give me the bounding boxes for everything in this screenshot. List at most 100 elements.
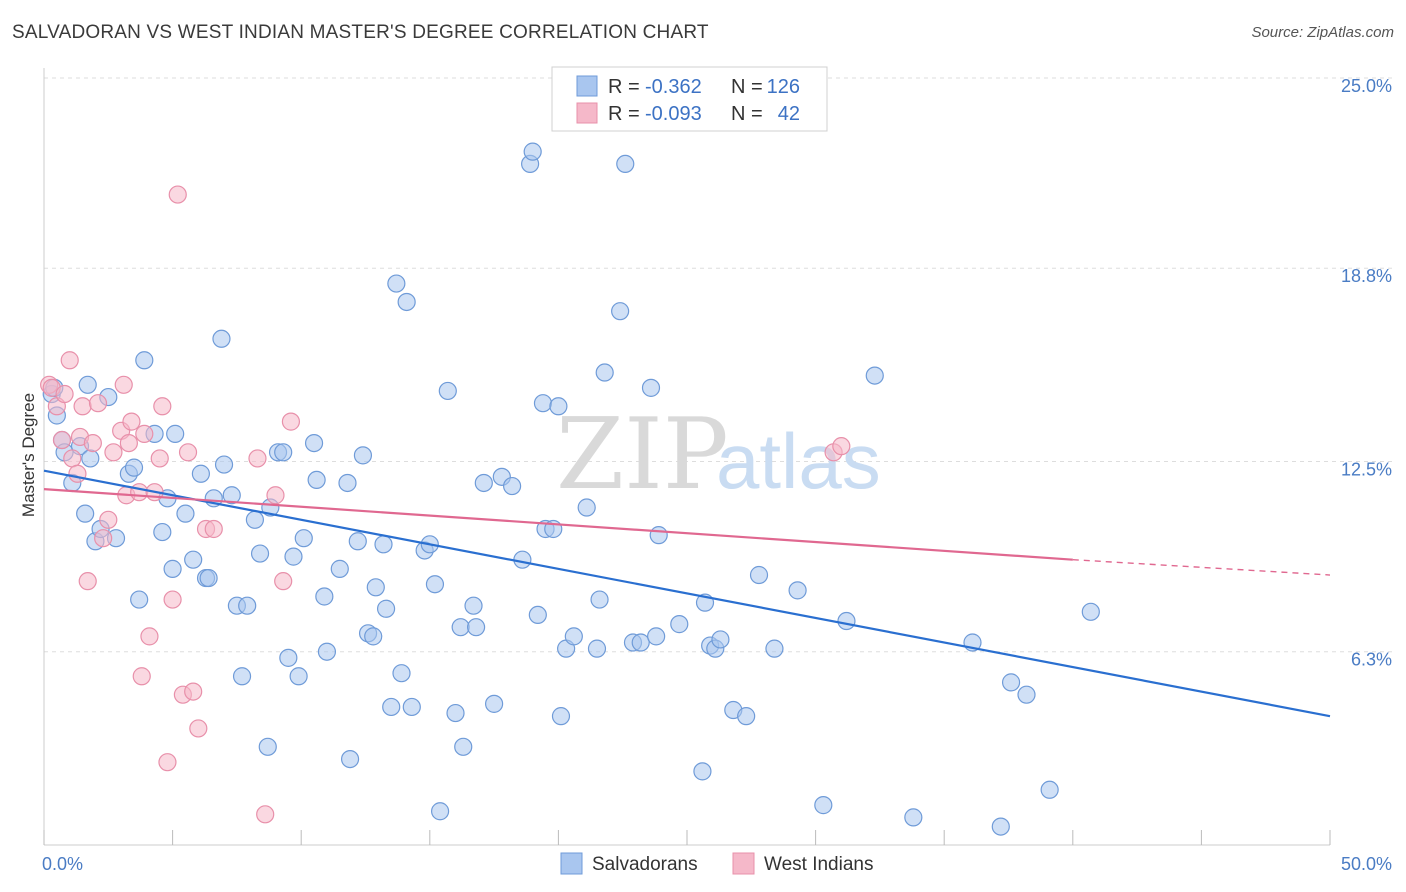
salvadorans-point	[425, 575, 445, 594]
salvadorans-point	[392, 664, 411, 683]
salvadorans-point	[284, 547, 303, 566]
salvadorans-point	[78, 375, 97, 394]
y-tick-label: 25.0%	[1341, 76, 1392, 96]
salvadorans-point	[765, 639, 784, 658]
west-indians-point	[150, 449, 169, 468]
west-indians-point	[60, 351, 79, 370]
salvadorans-point	[991, 817, 1010, 836]
chart-title: SALVADORAN VS WEST INDIAN MASTER'S DEGRE…	[12, 22, 709, 43]
west-indians-point	[122, 412, 141, 431]
west-indians-point	[132, 667, 151, 686]
salvadorans-point	[245, 510, 265, 529]
legend-r-label-1: R =	[608, 76, 640, 98]
bottom-legend: Salvadorans West Indians	[560, 852, 873, 875]
watermark-zip: ZIP	[556, 398, 729, 512]
salvadorans-point	[590, 590, 609, 609]
salvadorans-point	[788, 581, 807, 600]
salvadorans-point	[258, 737, 277, 756]
salvadorans-point	[503, 476, 522, 496]
west-indians-point	[99, 510, 118, 529]
salvadorans-point	[163, 559, 182, 578]
salvadorans-point	[837, 611, 856, 631]
salvadorans-point	[1040, 780, 1059, 799]
legend-r-value-1: -0.362	[645, 76, 702, 98]
salvadorans-point	[513, 550, 532, 569]
legend-r-value-2: -0.093	[645, 103, 702, 125]
salvadorans-point	[397, 292, 416, 312]
salvadorans-point	[279, 648, 298, 667]
y-tick-label: 6.3%	[1351, 650, 1392, 670]
west-indians-point	[168, 185, 187, 204]
salvadorans-point	[153, 522, 172, 542]
salvadorans-point	[238, 596, 257, 615]
salvadorans-point	[577, 498, 596, 517]
salvadorans-point	[446, 703, 465, 723]
west-indians-point	[63, 449, 82, 468]
source-label: Source: ZipAtlas.com	[1251, 24, 1394, 41]
salvadorans-point	[130, 590, 149, 609]
salvadorans-point	[464, 596, 483, 615]
salvadorans-point	[124, 458, 144, 477]
salvadorans-point	[737, 707, 756, 726]
bottom-legend-label-salvadorans: Salvadorans	[592, 854, 698, 875]
west-indians-point	[135, 424, 154, 443]
watermark-atlas: atlas	[716, 417, 881, 505]
west-indians-point	[78, 572, 97, 591]
salvadorans-point	[317, 642, 337, 661]
west-indians-point	[832, 437, 851, 456]
west-indians-point	[68, 464, 87, 483]
salvadorans-point	[485, 694, 504, 713]
trend-layer	[43, 469, 1331, 718]
west-indians-point	[104, 443, 123, 462]
west-indians-point	[256, 805, 275, 824]
salvadorans-point	[304, 433, 324, 453]
salvadorans-point	[374, 535, 393, 554]
salvadorans-point	[364, 627, 383, 646]
y-tick-label: 12.5%	[1341, 460, 1392, 480]
salvadorans-point	[814, 796, 833, 815]
watermark: ZIP atlas	[556, 398, 881, 512]
west-indians-point	[94, 529, 113, 548]
salvadorans-point	[348, 532, 367, 551]
legend-n-label-2: N =	[731, 103, 763, 125]
west-indians-trend-line	[43, 488, 1073, 561]
salvadorans-point	[353, 446, 373, 465]
legend-n-value-1: 126	[767, 76, 800, 98]
salvadorans-point	[1001, 673, 1021, 692]
west-indians-point	[73, 397, 92, 416]
y-axis-label: Master's Degree	[19, 393, 38, 517]
west-indians-point	[130, 483, 149, 502]
salvadorans-point	[330, 559, 349, 578]
grid-layer	[44, 77, 1392, 653]
west-indians-point	[266, 486, 285, 505]
salvadorans-point	[649, 526, 668, 545]
salvadorans-point	[135, 351, 154, 370]
bottom-legend-swatch-salvadorans	[560, 852, 583, 875]
y-tick-label: 18.8%	[1341, 266, 1392, 286]
salvadorans-point	[166, 424, 185, 443]
west-indians-point	[189, 719, 208, 738]
salvadorans-point	[214, 455, 234, 474]
west-indians-point	[83, 433, 102, 453]
west-indians-point	[114, 375, 133, 394]
salvadorans-point	[523, 142, 542, 161]
salvadorans-point	[289, 667, 308, 686]
salvadorans-point	[184, 550, 203, 569]
salvadorans-point	[1017, 685, 1036, 704]
salvadorans-point	[199, 568, 218, 588]
salvadorans-point	[307, 470, 326, 490]
salvadorans-point	[647, 627, 666, 646]
salvadorans-point	[402, 697, 421, 717]
salvadorans-point	[81, 449, 100, 468]
salvadorans-point	[474, 473, 493, 493]
salvadorans-point	[212, 329, 231, 348]
salvadorans-point	[338, 473, 357, 493]
top-legend: R = -0.362 N = 126 R = -0.093 N = 42	[551, 66, 828, 132]
salvadorans-point	[528, 605, 547, 625]
west-indians-point	[52, 430, 72, 450]
salvadorans-point	[366, 578, 385, 597]
west-indians-point	[204, 519, 223, 539]
west-indians-point	[178, 443, 198, 462]
salvadorans-point	[549, 397, 568, 416]
